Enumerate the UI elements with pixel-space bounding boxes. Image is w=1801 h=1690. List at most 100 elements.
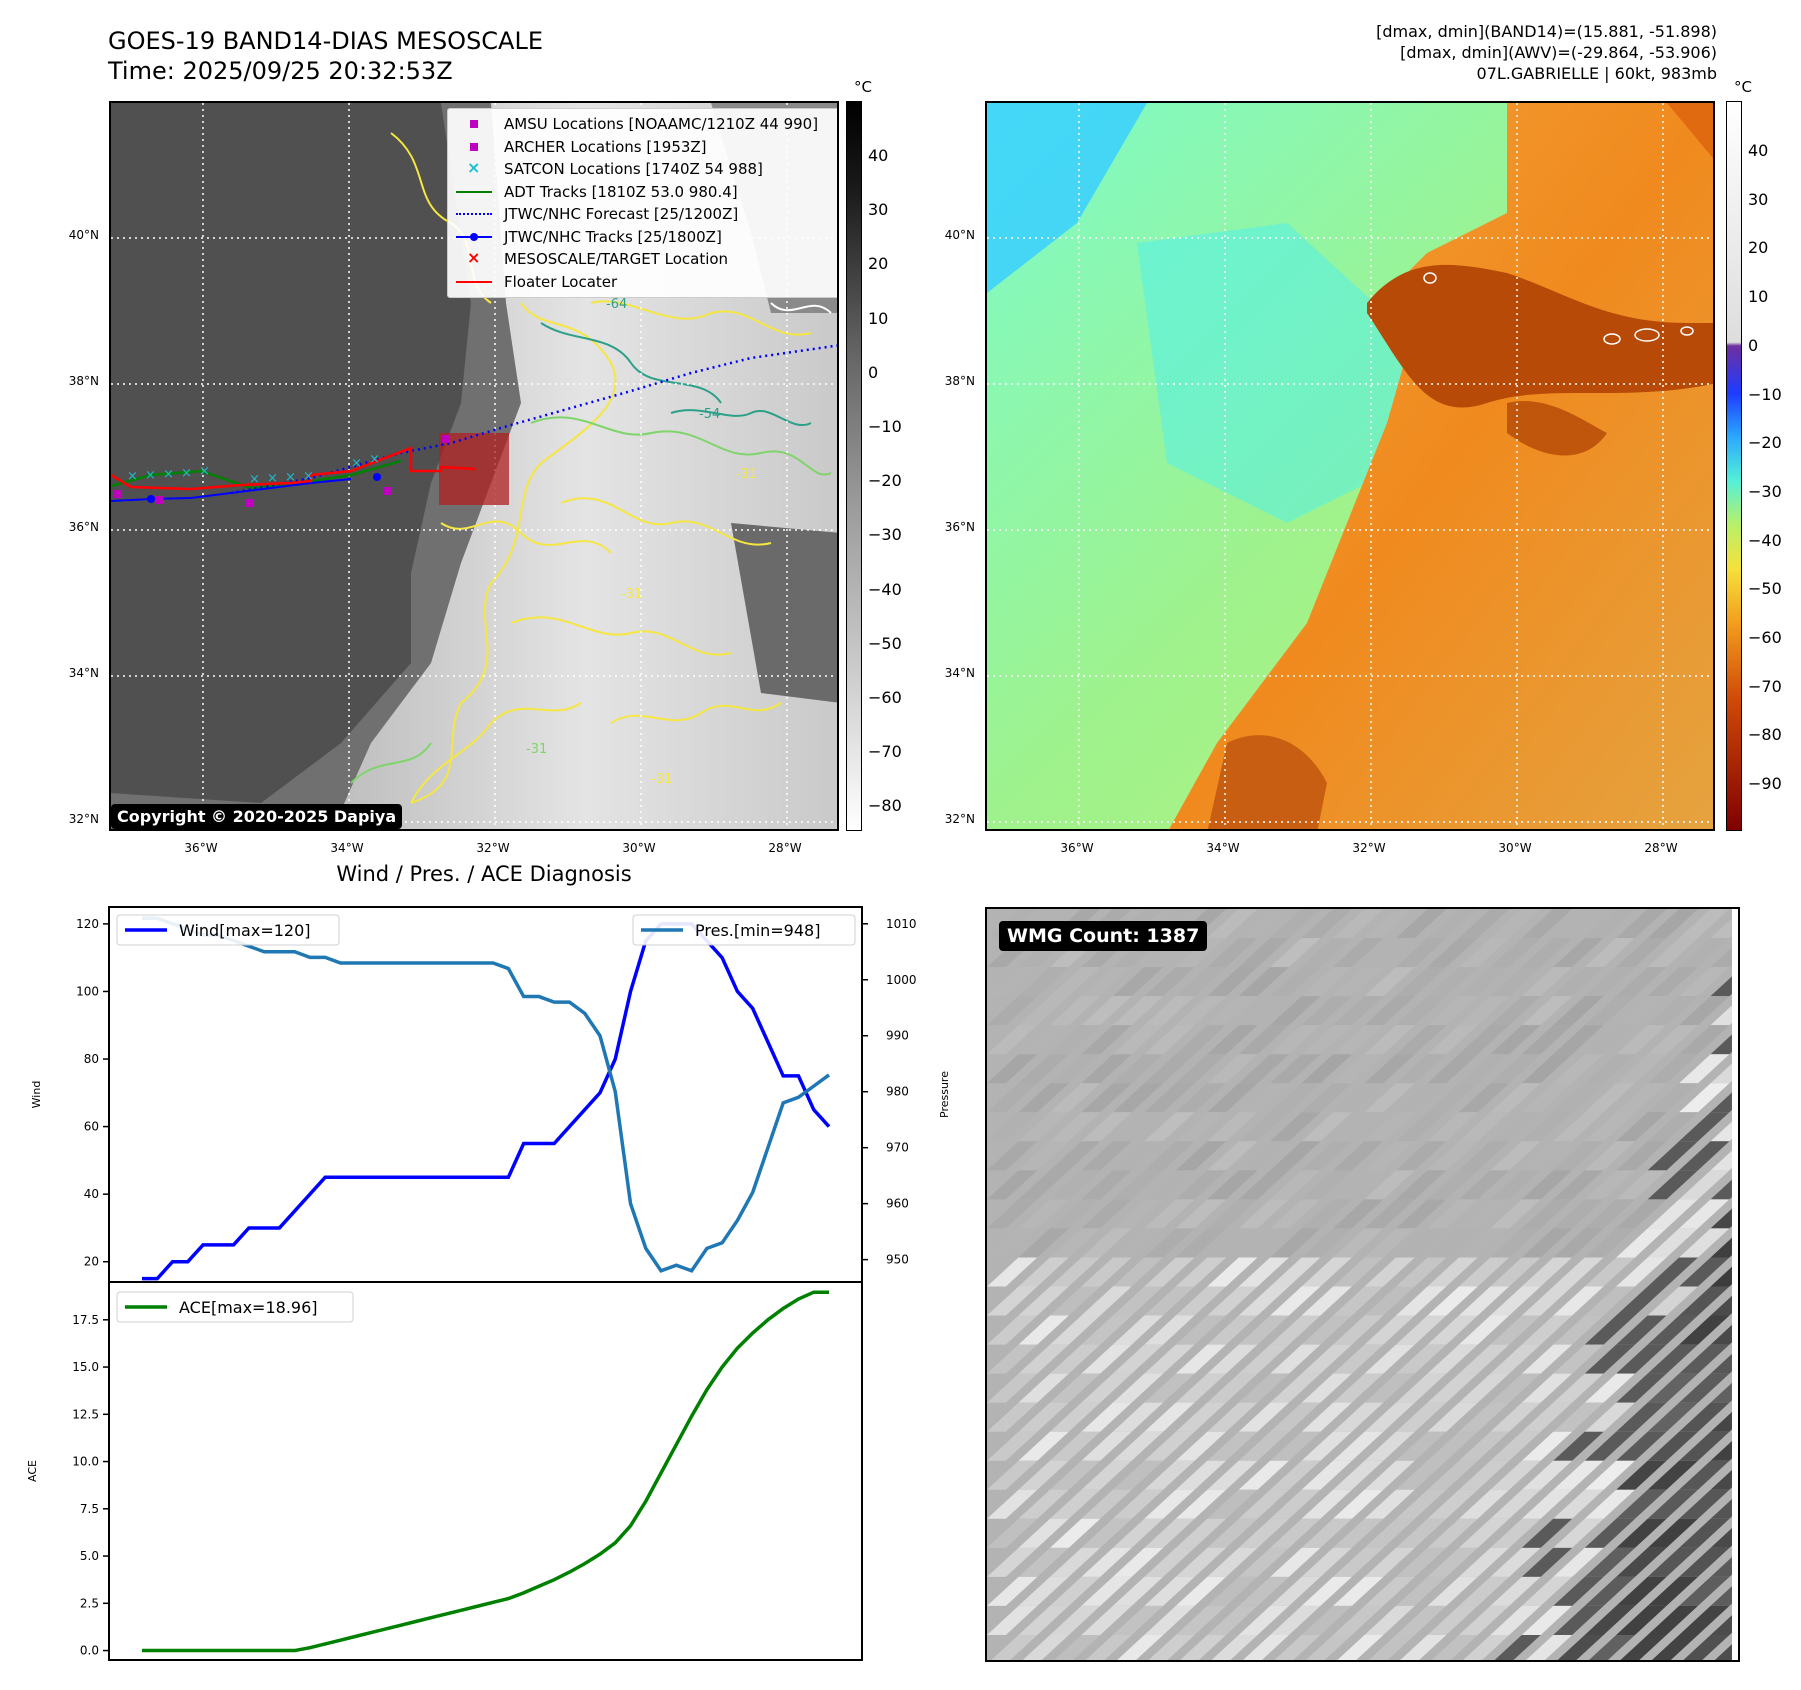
wmg-cell <box>1616 1344 1667 1374</box>
colorbar-tick-label: −40 <box>868 579 902 599</box>
wmg-cell <box>1584 1025 1636 1055</box>
wmg-cell <box>1207 1257 1258 1287</box>
wmg-cell <box>987 1431 1038 1461</box>
wmg-cell <box>1018 1605 1069 1635</box>
wmg-cell <box>1081 1286 1132 1316</box>
wmg-cell <box>1647 1054 1698 1084</box>
wmg-cell <box>1333 1518 1384 1548</box>
wmg-cell <box>1616 1112 1667 1142</box>
wmg-cell <box>1584 1054 1636 1084</box>
wmg-cell <box>1553 1373 1604 1403</box>
wmg-cell <box>1112 1547 1164 1577</box>
wmg-cell <box>1647 1402 1698 1432</box>
colorbar-tick-label: 0 <box>868 362 879 382</box>
ace-axes <box>108 1281 863 1661</box>
wmg-cell <box>1211 1634 1258 1660</box>
floater-track <box>111 446 477 491</box>
lat-tick-label: 40°N <box>68 228 99 242</box>
wmg-cell <box>1521 1431 1573 1461</box>
wmg-cell <box>1616 1141 1667 1171</box>
wmg-cell <box>1112 1286 1164 1316</box>
wmg-cell <box>1584 967 1636 997</box>
wmg-cell <box>1333 1315 1384 1345</box>
wmg-cell <box>1144 1170 1195 1200</box>
wmg-edge <box>1732 909 1738 1660</box>
wmg-cell <box>1018 967 1069 997</box>
wmg-cell <box>1521 1025 1573 1055</box>
wmg-cell <box>1427 1054 1478 1084</box>
wmg-cell <box>1395 1141 1447 1171</box>
wmg-cell <box>1018 996 1069 1026</box>
wmg-cell <box>1490 967 1541 997</box>
wmg-cell <box>1521 938 1573 968</box>
wmg-cell <box>1521 1576 1573 1606</box>
wmg-cell <box>1553 909 1604 939</box>
wmg-cell <box>1081 1083 1132 1113</box>
wmg-cell <box>1175 1489 1227 1519</box>
wmg-cell <box>1553 1460 1604 1490</box>
wmg-cell <box>1333 1489 1384 1519</box>
wmg-cell <box>1112 1431 1164 1461</box>
legend-item: ARCHER Locations [1953Z] <box>454 136 837 159</box>
wmg-cell <box>1647 1286 1698 1316</box>
wmg-cell <box>1679 1547 1730 1577</box>
wmg-cell <box>1301 967 1352 997</box>
wmg-cell <box>1553 1054 1604 1084</box>
wmg-cell <box>1207 1228 1258 1258</box>
wmg-cell <box>1144 1605 1195 1635</box>
wmg-cell <box>1081 1431 1132 1461</box>
wmg-cell <box>1427 1083 1478 1113</box>
wmg-cell <box>1679 1402 1730 1432</box>
wmg-cell <box>1521 1344 1573 1374</box>
wmg-cell <box>1395 1286 1447 1316</box>
wmg-cell <box>1333 1199 1384 1229</box>
lon-tick-label: 32°W <box>1352 841 1386 855</box>
wmg-cell <box>1333 938 1384 968</box>
wmg-cell <box>1175 1576 1227 1606</box>
wind-legend-label: Wind[max=120] <box>179 921 311 940</box>
archer-marker <box>384 487 392 495</box>
wmg-cell <box>1175 938 1227 968</box>
legend-label: MESOSCALE/TARGET Location <box>504 250 729 269</box>
wmg-cell <box>1207 1112 1258 1142</box>
wmg-cell <box>1683 1634 1730 1660</box>
legend-label: SATCON Locations [1740Z 54 988] <box>504 160 763 179</box>
wmg-cell <box>1018 1025 1069 1055</box>
wmg-cell <box>1144 1402 1195 1432</box>
wmg-cell <box>987 996 1038 1026</box>
wmg-cell <box>1364 1286 1415 1316</box>
wmg-cell <box>1521 1112 1573 1142</box>
wmg-cell <box>1616 1199 1667 1229</box>
wmg-cell <box>1238 1576 1289 1606</box>
dmax-awv-info: [dmax, dmin](AWV)=(-29.864, -53.906) <box>1400 43 1717 62</box>
wmg-cell <box>1647 909 1698 939</box>
wmg-cell <box>1458 938 1510 968</box>
wmg-cell <box>1333 1605 1384 1635</box>
wmg-cell <box>1553 1112 1604 1142</box>
wmg-cell <box>1333 1286 1384 1316</box>
wmg-cell <box>1400 1634 1447 1660</box>
wmg-cell <box>1112 1025 1164 1055</box>
wmg-cell <box>1180 1634 1227 1660</box>
wmg-cell <box>1458 996 1510 1026</box>
wmg-cell <box>1679 1025 1730 1055</box>
ir-colorbar-unit: °C <box>854 78 872 96</box>
wmg-cell <box>1584 1605 1636 1635</box>
wmg-cell <box>1144 967 1195 997</box>
wmg-cell <box>1175 967 1227 997</box>
wmg-cell <box>1207 1489 1258 1519</box>
wmg-cell <box>1521 909 1573 939</box>
color-enhanced-map-panel <box>985 101 1715 831</box>
wmg-cell <box>1144 1054 1195 1084</box>
wmg-cell <box>1301 1489 1352 1519</box>
wmg-cell <box>1616 1489 1667 1519</box>
wmg-cell <box>1175 1402 1227 1432</box>
wmg-cell <box>1301 1054 1352 1084</box>
wmg-cell <box>1081 1315 1132 1345</box>
pressure-legend-label: Pres.[min=948] <box>695 921 820 940</box>
wmg-cell <box>1490 1170 1541 1200</box>
colorbar-tick-label: −10 <box>1748 384 1782 404</box>
legend-label: ARCHER Locations [1953Z] <box>504 137 707 156</box>
wmg-cell <box>1333 1083 1384 1113</box>
lon-tick-label: 30°W <box>1498 841 1532 855</box>
